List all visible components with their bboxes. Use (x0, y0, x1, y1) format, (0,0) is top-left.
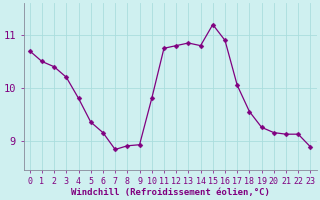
X-axis label: Windchill (Refroidissement éolien,°C): Windchill (Refroidissement éolien,°C) (71, 188, 269, 197)
